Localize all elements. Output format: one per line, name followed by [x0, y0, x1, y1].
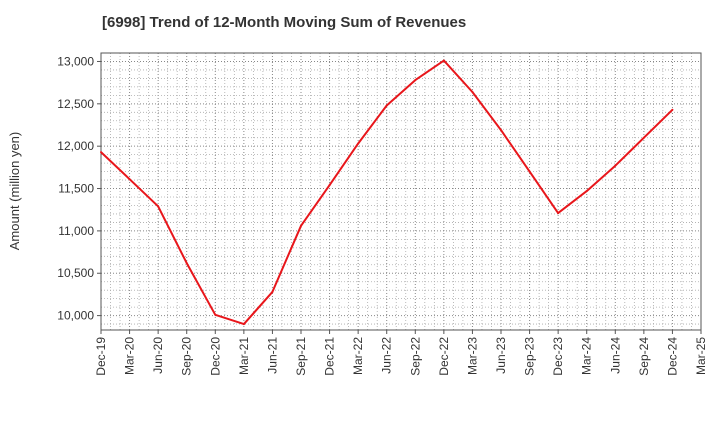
data-point [642, 136, 645, 139]
x-tick-label: Sep-21 [294, 337, 308, 376]
data-point [242, 323, 245, 326]
x-tick-label: Jun-24 [608, 337, 622, 374]
data-point [471, 90, 474, 93]
data-point [214, 313, 217, 316]
x-tick-label: Jun-23 [494, 337, 508, 374]
axes-layer: 10,000 10,500 11,000 11,500 12,000 12,500 13,0… [57, 54, 708, 375]
y-axis-label: Amount (million yen) [7, 132, 22, 251]
chart-title: [6998] Trend of 12-Month Moving Sum of R… [102, 14, 467, 31]
data-point [414, 79, 417, 82]
y-tick-label: 11,000 [58, 224, 94, 238]
y-tick-label: 11,500 [58, 182, 94, 196]
data-point [100, 151, 102, 154]
x-tick-label: Sep-24 [637, 337, 651, 376]
x-tick-label: Jun-21 [265, 337, 279, 374]
x-tick-label: Mar-22 [351, 337, 365, 375]
data-point [614, 164, 617, 167]
x-tick-label: Dec-24 [665, 337, 679, 376]
x-tick-label: Jun-22 [380, 337, 394, 374]
grid-layer [101, 52, 701, 330]
x-tick-label: Dec-20 [208, 337, 222, 376]
x-tick-label: Mar-21 [237, 337, 251, 375]
series-layer [100, 59, 674, 326]
y-tick-label: 10,000 [57, 309, 94, 323]
data-point [671, 108, 674, 111]
x-tick-label: Mar-25 [694, 337, 708, 375]
data-point [300, 224, 302, 227]
data-point [557, 212, 560, 215]
x-tick-label: Mar-20 [123, 337, 137, 375]
y-tick-label: 12,500 [57, 97, 94, 111]
data-point [442, 59, 445, 62]
x-tick-label: Jun-20 [151, 337, 165, 374]
y-tick-label: 13,000 [57, 54, 94, 68]
y-tick-label: 10,500 [57, 266, 94, 280]
x-tick-label: Dec-23 [551, 337, 565, 376]
data-point [157, 205, 160, 208]
data-point [328, 184, 331, 187]
data-point [271, 290, 274, 293]
x-tick-label: Sep-20 [180, 337, 194, 376]
data-point [185, 262, 188, 265]
data-point [357, 142, 360, 145]
data-point [500, 129, 502, 132]
y-tick-label: 12,000 [57, 139, 94, 153]
plot-area [100, 52, 702, 331]
data-point [585, 190, 588, 193]
x-tick-label: Mar-24 [580, 337, 594, 375]
x-tick-label: Dec-22 [437, 337, 451, 376]
x-tick-label: Sep-22 [408, 337, 422, 376]
x-tick-label: Dec-21 [323, 337, 337, 376]
x-tick-label: Sep-23 [523, 337, 537, 376]
x-tick-label: Mar-23 [465, 337, 479, 375]
x-tick-label: Dec-19 [94, 337, 108, 376]
data-point [385, 104, 388, 107]
data-point [528, 170, 531, 173]
data-point [128, 178, 131, 181]
